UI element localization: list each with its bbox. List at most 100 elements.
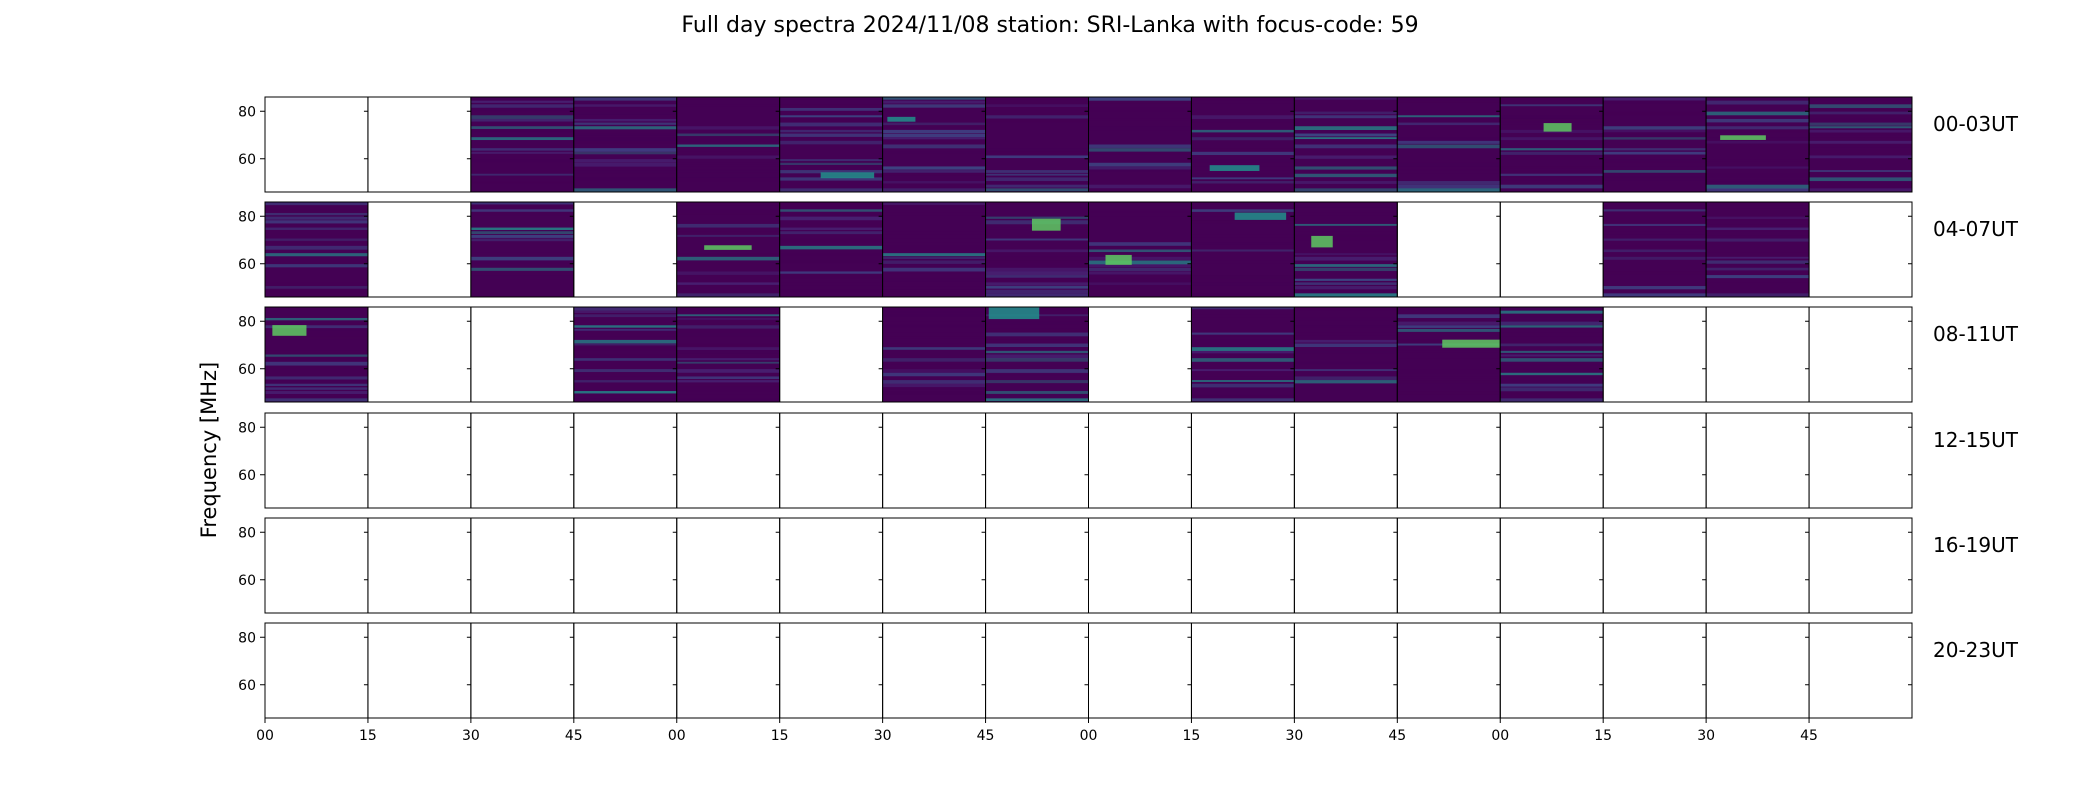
spectrum-band — [470, 234, 574, 238]
spectrum-band — [882, 133, 986, 138]
spectrum-band — [985, 188, 1089, 192]
panel-frame — [367, 412, 472, 509]
spectrum-band — [1191, 380, 1295, 382]
spectrum-panel — [1808, 96, 1913, 193]
spectrum-band — [676, 358, 780, 361]
spectrum-band — [882, 278, 986, 282]
spectrum-band — [1500, 383, 1604, 387]
spectrum-band — [1191, 387, 1295, 390]
spectrum-band — [1809, 129, 1912, 133]
spectrum-band — [1603, 97, 1707, 101]
panel-frame — [676, 412, 781, 509]
spectrum-band — [779, 170, 883, 174]
spectrum-panel — [1293, 517, 1398, 614]
row-label: 20-23UT — [1933, 638, 2019, 662]
panel-frame — [676, 622, 781, 719]
spectrum-panel — [367, 517, 472, 614]
spectrum-band — [882, 245, 986, 250]
spectrum-band — [1809, 107, 1912, 112]
panel-frame — [1293, 412, 1398, 509]
x-tick-label: 30 — [462, 728, 480, 744]
panel-frame — [1293, 622, 1398, 719]
spectrum-band — [985, 328, 1089, 332]
spectrum-panel — [882, 412, 987, 509]
spectrum-band — [1500, 115, 1604, 119]
spectrum-panel — [882, 201, 987, 298]
spectrum-band — [1706, 293, 1810, 297]
spectrum-band — [882, 151, 986, 154]
spectrum-band — [1191, 293, 1295, 296]
panel-frame — [1808, 412, 1913, 509]
spectrum-band — [1500, 365, 1604, 369]
spectrum-burst — [1442, 339, 1502, 348]
spectrum-band — [573, 159, 677, 163]
spectrum-panel — [264, 96, 369, 193]
spectrum-panel — [1499, 96, 1604, 193]
spectrum-panel — [882, 622, 987, 719]
spectrum-band — [1500, 394, 1604, 398]
spectrum-panel — [779, 306, 884, 403]
spectrum-band — [1603, 159, 1707, 162]
spectrum-band — [882, 387, 986, 390]
spectrum-band — [1088, 271, 1192, 275]
spectrum-band — [573, 380, 677, 383]
panel-frame — [1293, 517, 1398, 614]
spectrum-band — [470, 100, 574, 103]
spectrum-band — [676, 234, 780, 237]
spectrum-band — [882, 144, 986, 149]
spectrum-panel — [1705, 412, 1810, 509]
spectrum-band — [1294, 111, 1398, 115]
spectrum-panel — [367, 306, 472, 403]
spectrum-band — [573, 162, 677, 167]
spectrum-panel — [1808, 412, 1913, 509]
spectrum-band — [470, 256, 574, 261]
spectrum-band — [985, 260, 1089, 264]
spectrum-band — [676, 347, 780, 351]
spectrum-panel — [1190, 201, 1295, 298]
spectrum-band — [1191, 242, 1295, 245]
panel-frame — [1396, 622, 1501, 719]
spectrum-band — [676, 151, 780, 155]
spectrum-band — [1397, 317, 1501, 321]
spectrum-band — [1397, 188, 1501, 192]
spectrum-band — [470, 115, 574, 119]
panel-frame — [264, 96, 369, 193]
spectrum-band — [779, 271, 883, 274]
spectrum-band — [1088, 170, 1192, 172]
spectra-grid: 60 80 00-03UT 60 80 04-07UT 60 80 08-11UT 60 80 12-… — [238, 96, 2019, 744]
spectrum-band — [573, 140, 677, 144]
spectrum-panel — [1705, 201, 1810, 298]
spectrum-band — [1397, 166, 1501, 170]
spectrum-band — [1603, 234, 1707, 239]
spectrum-band — [779, 97, 883, 100]
spectrum-panel — [1396, 412, 1501, 509]
spectrum-panel — [1396, 517, 1501, 614]
spectrum-band — [1603, 111, 1707, 116]
spectrum-band — [470, 238, 574, 242]
spectrum-band — [1088, 166, 1192, 170]
x-tick-label: 45 — [977, 728, 995, 744]
spectrum-band — [676, 325, 780, 329]
spectrum-band — [1397, 140, 1501, 144]
panel-frame — [1088, 412, 1192, 509]
spectrum-panel — [1602, 517, 1707, 614]
spectrum-band — [1706, 205, 1810, 209]
spectrum-band — [1088, 267, 1192, 271]
row-label: 04-07UT — [1933, 217, 2019, 241]
spectrum-band — [1088, 209, 1192, 212]
spectrum-panel — [779, 517, 884, 614]
spectrum-band — [1294, 369, 1398, 372]
spectrum-band — [1397, 369, 1501, 374]
spectrum-band — [985, 249, 1089, 253]
spectrum-band — [676, 361, 780, 364]
spectrum-band — [985, 148, 1089, 152]
spectrum-band — [985, 350, 1089, 354]
spectrum-panel — [676, 622, 781, 719]
spectrum-band — [1706, 188, 1810, 192]
panel-frame — [573, 517, 678, 614]
spectrum-band — [779, 202, 883, 206]
spectrum-band — [676, 144, 780, 147]
spectrum-band — [1706, 184, 1810, 189]
spectrum-band — [1294, 307, 1398, 311]
spectrum-band — [1191, 115, 1295, 120]
